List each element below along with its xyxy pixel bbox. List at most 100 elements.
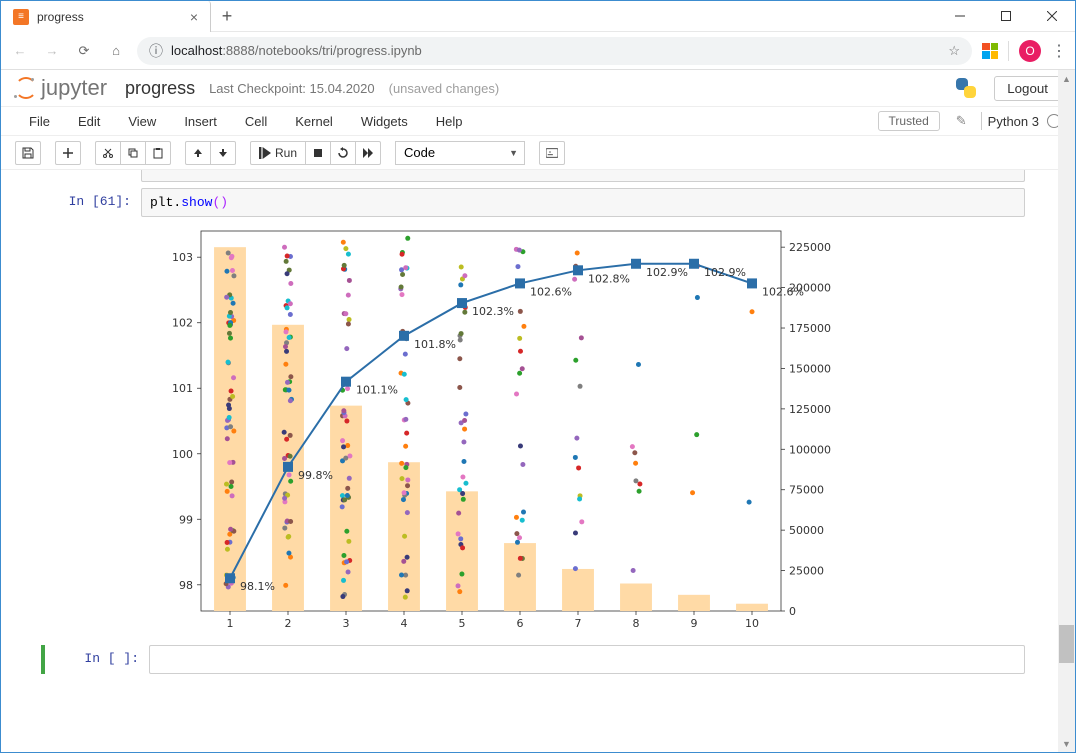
svg-text:0: 0 (789, 605, 796, 618)
add-cell-button[interactable] (55, 141, 81, 165)
code-input[interactable] (149, 645, 1025, 674)
svg-text:175000: 175000 (789, 322, 831, 335)
url-input[interactable]: ⓘ localhost:8888/notebooks/tri/progress.… (137, 37, 972, 65)
svg-text:100: 100 (172, 448, 193, 461)
windows-logo-icon[interactable] (982, 43, 998, 59)
nav-reload-button[interactable]: ⟳ (73, 40, 95, 62)
svg-text:101.8%: 101.8% (414, 338, 456, 351)
svg-text:102: 102 (172, 317, 193, 330)
browser-menu-button[interactable]: ⋮ (1051, 41, 1067, 61)
restart-button[interactable] (330, 141, 356, 165)
svg-text:9: 9 (691, 617, 698, 630)
vertical-scrollbar[interactable]: ▲ ▼ (1058, 70, 1075, 752)
run-button[interactable]: Run (250, 141, 306, 165)
interrupt-button[interactable] (305, 141, 331, 165)
jupyter-logo[interactable]: jupyter (15, 75, 107, 101)
svg-text:125000: 125000 (789, 403, 831, 416)
title-bar: ≡ progress × + (1, 1, 1075, 32)
svg-text:2: 2 (285, 617, 292, 630)
notebook-favicon-icon: ≡ (13, 9, 29, 25)
svg-text:98: 98 (179, 579, 193, 592)
nav-back-button[interactable]: ← (9, 40, 31, 62)
logout-button[interactable]: Logout (994, 76, 1061, 101)
svg-text:98.1%: 98.1% (240, 580, 275, 593)
new-tab-button[interactable]: + (211, 1, 243, 31)
svg-text:8: 8 (633, 617, 640, 630)
svg-text:5: 5 (459, 617, 466, 630)
jupyter-menu-bar: File Edit View Insert Cell Kernel Widget… (1, 106, 1075, 136)
address-bar: ← → ⟳ ⌂ ⓘ localhost:8888/notebooks/tri/p… (1, 32, 1075, 70)
copy-button[interactable] (120, 141, 146, 165)
scrollbar-thumb[interactable] (1059, 625, 1074, 663)
bookmark-star-icon[interactable]: ☆ (948, 43, 960, 59)
save-button[interactable] (15, 141, 41, 165)
browser-tab[interactable]: ≡ progress × (1, 1, 211, 32)
svg-text:102.9%: 102.9% (646, 266, 688, 279)
jupyter-header: jupyter progress Last Checkpoint: 15.04.… (1, 70, 1075, 106)
code-cell-empty[interactable]: In [ ]: (41, 645, 1025, 674)
svg-text:101.1%: 101.1% (356, 384, 398, 397)
svg-text:75000: 75000 (789, 484, 824, 497)
svg-text:101: 101 (172, 382, 193, 395)
menu-view[interactable]: View (114, 110, 170, 133)
svg-text:102.8%: 102.8% (588, 272, 630, 285)
svg-text:99: 99 (179, 513, 193, 526)
menu-file[interactable]: File (15, 110, 64, 133)
cell-output: 98.1% 99.8% 101.1% 101.8% 102.3% 102.6% 102.8%… (41, 221, 1025, 641)
svg-text:103: 103 (172, 251, 193, 264)
celltype-select[interactable]: Code (395, 141, 525, 165)
menu-widgets[interactable]: Widgets (347, 110, 422, 133)
menu-cell[interactable]: Cell (231, 110, 281, 133)
site-info-icon[interactable]: ⓘ (149, 41, 163, 61)
svg-text:6: 6 (517, 617, 524, 630)
paste-button[interactable] (145, 141, 171, 165)
svg-text:10: 10 (745, 617, 759, 630)
code-cell-61[interactable]: In [61]: plt.show() (41, 188, 1025, 217)
notebook-body[interactable]: In [61]: plt.show() 98.1% 99.8% 101.1% 101.… (1, 170, 1075, 752)
edit-metadata-icon[interactable]: ✎ (956, 113, 967, 129)
python-logo-icon (954, 76, 978, 100)
svg-text:102.3%: 102.3% (472, 305, 514, 318)
svg-text:4: 4 (401, 617, 408, 630)
matplotlib-chart: 98.1% 99.8% 101.1% 101.8% 102.3% 102.6% 102.8%… (141, 221, 861, 641)
window-maximize-button[interactable] (983, 1, 1029, 31)
scroll-up-button[interactable]: ▲ (1058, 70, 1075, 87)
svg-text:7: 7 (575, 617, 582, 630)
command-palette-button[interactable]: ⌘ (539, 141, 565, 165)
move-down-button[interactable] (210, 141, 236, 165)
svg-text:1: 1 (227, 617, 234, 630)
menu-edit[interactable]: Edit (64, 110, 114, 133)
input-prompt: In [ ]: (49, 645, 149, 674)
window-minimize-button[interactable] (937, 1, 983, 31)
move-up-button[interactable] (185, 141, 211, 165)
prev-cell-bottom (141, 170, 1025, 182)
notebook-title[interactable]: progress (125, 78, 195, 99)
unsaved-indicator: (unsaved changes) (389, 81, 500, 96)
window-close-button[interactable] (1029, 1, 1075, 31)
svg-text:102.6%: 102.6% (530, 285, 572, 298)
jupyter-toolbar: Run Code ⌘ (1, 136, 1075, 170)
menu-help[interactable]: Help (422, 110, 477, 133)
code-input[interactable]: plt.show() (141, 188, 1025, 217)
svg-text:225000: 225000 (789, 241, 831, 254)
svg-text:150000: 150000 (789, 362, 831, 375)
restart-run-all-button[interactable] (355, 141, 381, 165)
menu-insert[interactable]: Insert (170, 110, 231, 133)
cut-button[interactable] (95, 141, 121, 165)
nav-home-button[interactable]: ⌂ (105, 40, 127, 62)
chrome-window: ≡ progress × + ← → ⟳ ⌂ ⓘ localhost:8888/… (0, 0, 1076, 753)
svg-text:102.9%: 102.9% (704, 266, 746, 279)
nav-forward-button[interactable]: → (41, 40, 63, 62)
scroll-down-button[interactable]: ▼ (1058, 735, 1075, 752)
checkpoint-label: Last Checkpoint: 15.04.2020 (209, 81, 375, 96)
svg-text:99.8%: 99.8% (298, 469, 333, 482)
profile-avatar[interactable]: O (1019, 40, 1041, 62)
url-text: localhost:8888/notebooks/tri/progress.ip… (171, 43, 422, 58)
tab-close-button[interactable]: × (190, 9, 198, 25)
separator (981, 112, 982, 130)
svg-text:200000: 200000 (789, 282, 831, 295)
kernel-name[interactable]: Python 3 (988, 114, 1039, 129)
menu-kernel[interactable]: Kernel (281, 110, 347, 133)
page-content: jupyter progress Last Checkpoint: 15.04.… (1, 70, 1075, 752)
trusted-button[interactable]: Trusted (878, 111, 940, 131)
